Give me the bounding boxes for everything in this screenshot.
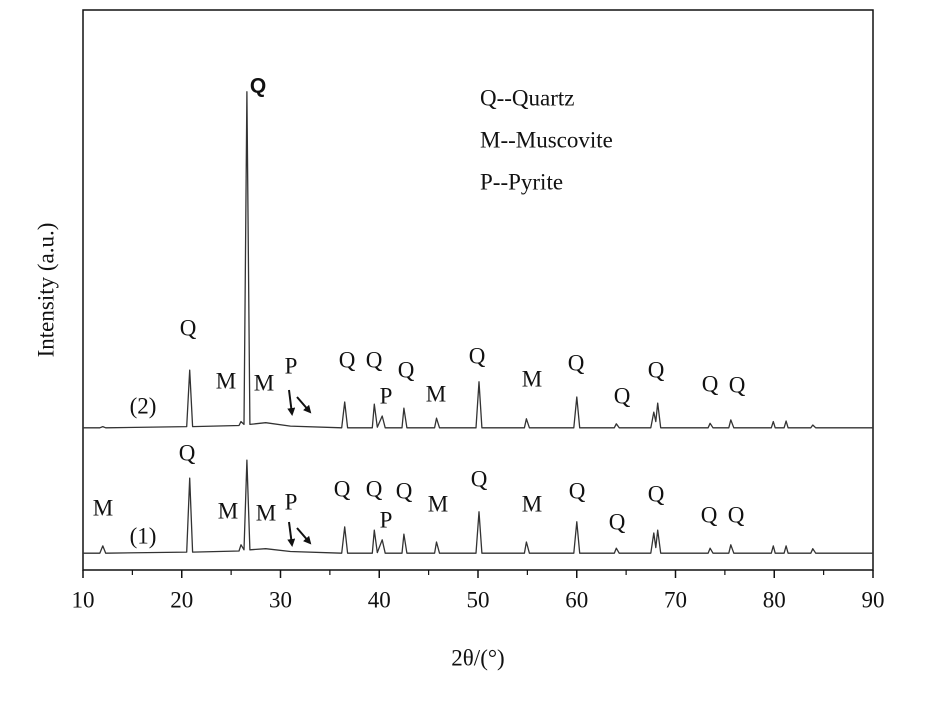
legend-text: P--Pyrite xyxy=(480,169,563,194)
arrow xyxy=(296,396,312,414)
arrow xyxy=(296,527,312,545)
peak-label: M xyxy=(522,366,542,391)
x-tick-label: 30 xyxy=(269,587,292,612)
peak-label: Q xyxy=(334,476,351,501)
peak-label: M xyxy=(218,498,238,523)
peak-label: Q xyxy=(648,357,665,382)
peak-label: M xyxy=(93,495,113,520)
peak-label: Q xyxy=(471,466,488,491)
peak-label: M xyxy=(426,381,446,406)
peak-label: Q xyxy=(614,383,631,408)
peak-label: Q xyxy=(398,357,415,382)
peak-label: P xyxy=(380,383,393,408)
peak-label: M xyxy=(522,491,542,516)
x-tick-label: 20 xyxy=(170,587,193,612)
peak-label: M xyxy=(428,491,448,516)
peak-label: M xyxy=(256,500,276,525)
legend-text: Q--Quartz xyxy=(480,85,575,110)
spectrum-line xyxy=(83,459,873,554)
arrow xyxy=(287,389,296,416)
spectrum-line xyxy=(83,91,873,429)
peak-label: Q xyxy=(179,440,196,465)
x-tick-label: 60 xyxy=(565,587,588,612)
peak-label: P xyxy=(285,489,298,514)
peak-label: Q xyxy=(648,481,665,506)
x-tick-label: 50 xyxy=(467,587,490,612)
peak-label: Q xyxy=(701,502,718,527)
series-label: (1) xyxy=(130,523,157,548)
x-tick-label: 10 xyxy=(72,587,95,612)
peak-label: P xyxy=(380,507,393,532)
peak-label: Q xyxy=(568,350,585,375)
y-axis-label: Intensity (a.u.) xyxy=(33,223,58,358)
x-tick-label: 90 xyxy=(862,587,885,612)
peak-label: Q xyxy=(729,372,746,397)
series-label: (2) xyxy=(130,393,157,418)
peak-label: Q xyxy=(702,371,719,396)
peak-label: Q xyxy=(339,347,356,372)
peak-label: Q xyxy=(396,478,413,503)
peak-label: Q xyxy=(180,315,197,340)
arrow xyxy=(287,521,296,547)
peak-label: P xyxy=(285,353,298,378)
peak-label: Q xyxy=(366,347,383,372)
x-axis-label: 2θ/(°) xyxy=(451,645,504,670)
x-tick-label: 80 xyxy=(763,587,786,612)
x-tick-label: 70 xyxy=(664,587,687,612)
peak-label: M xyxy=(254,370,274,395)
legend-text: M--Muscovite xyxy=(480,127,613,152)
peak-label: M xyxy=(216,368,236,393)
x-tick-label: 40 xyxy=(368,587,391,612)
arrows xyxy=(287,389,312,547)
peak-label: Q xyxy=(728,502,745,527)
peak-label: Q xyxy=(250,75,266,98)
peak-label: Q xyxy=(469,343,486,368)
peak-label: Q xyxy=(609,509,626,534)
peak-label: Q xyxy=(366,476,383,501)
peak-label: Q xyxy=(569,478,586,503)
